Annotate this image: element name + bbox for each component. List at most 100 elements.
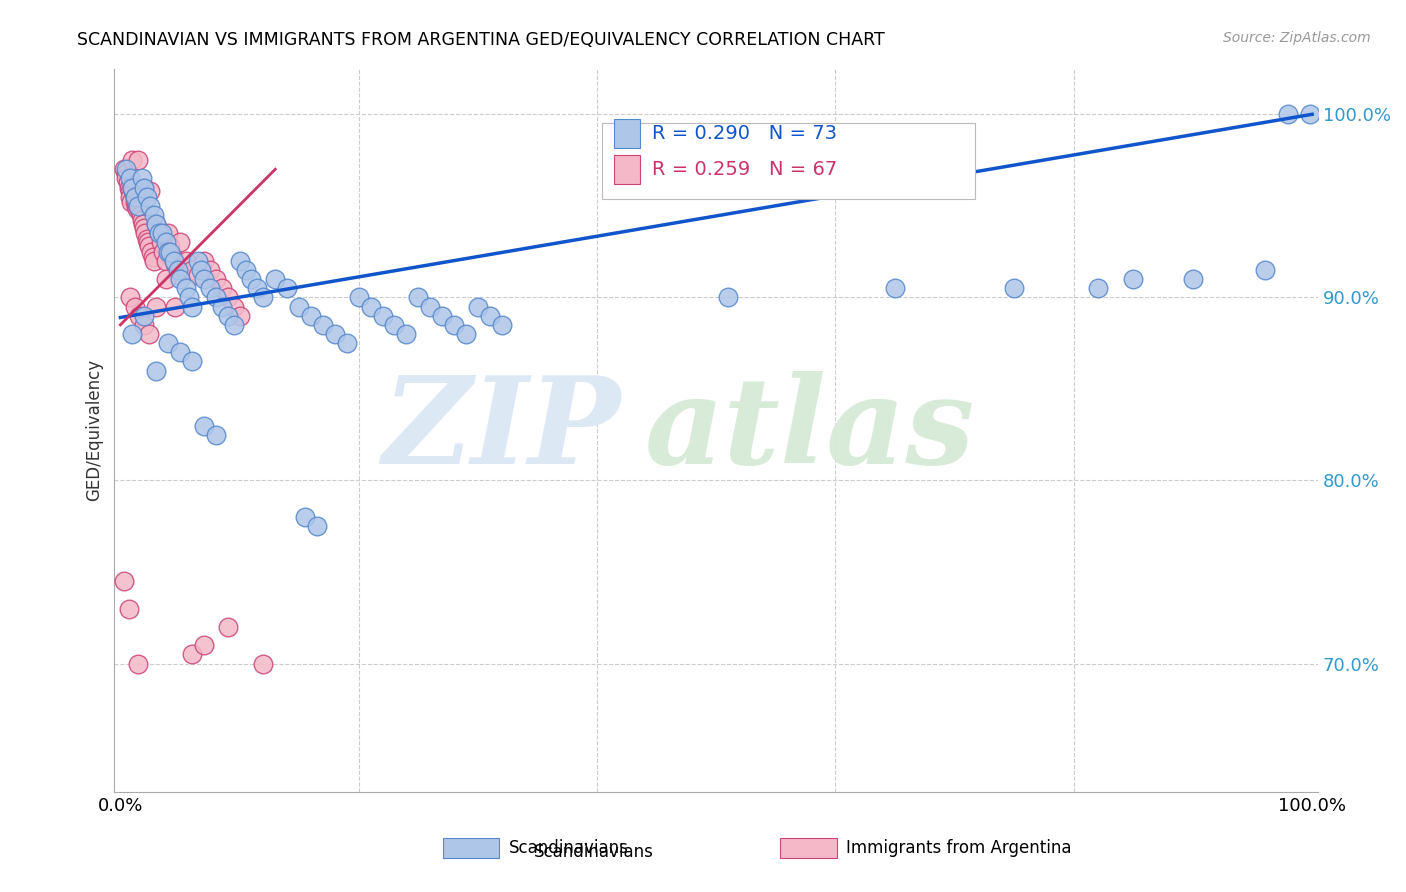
Point — [246, 281, 269, 295]
Point — [174, 281, 197, 295]
Point — [117, 175, 139, 189]
Point — [134, 180, 156, 194]
Point — [1087, 281, 1109, 295]
Point — [312, 318, 335, 332]
Point — [217, 620, 239, 634]
Point — [157, 244, 180, 259]
FancyBboxPatch shape — [602, 123, 976, 199]
Point — [162, 250, 184, 264]
Point — [371, 309, 394, 323]
Point — [134, 227, 156, 241]
Point — [141, 250, 163, 264]
Point — [127, 199, 149, 213]
Point — [347, 290, 370, 304]
Point — [252, 290, 274, 304]
Point — [145, 300, 167, 314]
Point — [163, 253, 186, 268]
Point — [180, 300, 202, 314]
Point — [141, 244, 163, 259]
Point — [395, 326, 418, 341]
Point — [1182, 272, 1205, 286]
Point — [118, 171, 141, 186]
Point — [443, 318, 465, 332]
Point — [204, 272, 226, 286]
Point — [180, 263, 202, 277]
Y-axis label: GED/Equivalency: GED/Equivalency — [86, 359, 103, 501]
Point — [136, 235, 159, 250]
Point — [134, 309, 156, 323]
Point — [384, 318, 406, 332]
Point — [157, 336, 180, 351]
Point — [166, 263, 188, 277]
Point — [222, 318, 245, 332]
Point — [115, 162, 138, 177]
Point — [323, 326, 346, 341]
Point — [419, 300, 441, 314]
Point — [125, 199, 148, 213]
Point — [187, 253, 209, 268]
Point — [169, 235, 191, 250]
Point — [115, 171, 138, 186]
Point — [180, 648, 202, 662]
Point — [155, 272, 177, 286]
Point — [169, 345, 191, 359]
Point — [128, 309, 150, 323]
Point — [139, 199, 162, 213]
Point — [174, 253, 197, 268]
Point — [264, 272, 287, 286]
Point — [228, 253, 250, 268]
Point — [360, 300, 382, 314]
Point — [120, 195, 142, 210]
Point — [149, 235, 172, 250]
Point — [193, 253, 215, 268]
Text: ZIP: ZIP — [381, 371, 620, 490]
Point — [157, 227, 180, 241]
Point — [138, 326, 160, 341]
Point — [118, 180, 141, 194]
Point — [240, 272, 263, 286]
Point — [148, 227, 170, 241]
Point — [180, 354, 202, 368]
Point — [222, 300, 245, 314]
Point — [165, 300, 187, 314]
Point — [430, 309, 453, 323]
Point — [717, 290, 740, 304]
Point — [155, 253, 177, 268]
Point — [129, 208, 152, 222]
Point — [128, 202, 150, 217]
Point — [1277, 107, 1299, 121]
Point — [305, 519, 328, 533]
FancyBboxPatch shape — [614, 155, 641, 185]
Point — [491, 318, 513, 332]
Point — [299, 309, 322, 323]
Point — [211, 300, 233, 314]
Point — [467, 300, 489, 314]
Point — [288, 300, 311, 314]
Point — [1253, 263, 1275, 277]
Point — [124, 189, 146, 203]
Point — [142, 208, 165, 222]
Point — [134, 220, 156, 235]
Point — [121, 180, 143, 194]
Point — [217, 309, 239, 323]
Point — [217, 290, 239, 304]
Point — [193, 418, 215, 433]
Point — [276, 281, 298, 295]
Point — [145, 217, 167, 231]
Point — [112, 574, 135, 589]
Point — [884, 281, 907, 295]
Point — [122, 184, 145, 198]
Point — [138, 239, 160, 253]
Point — [228, 309, 250, 323]
Point — [169, 272, 191, 286]
Point — [145, 217, 167, 231]
Point — [127, 199, 149, 213]
Text: R = 0.259   N = 67: R = 0.259 N = 67 — [652, 161, 838, 179]
Point — [124, 195, 146, 210]
Point — [235, 263, 257, 277]
Point — [190, 263, 212, 277]
Point — [1299, 107, 1322, 121]
Point — [187, 268, 209, 283]
Point — [478, 309, 501, 323]
Point — [127, 657, 149, 671]
